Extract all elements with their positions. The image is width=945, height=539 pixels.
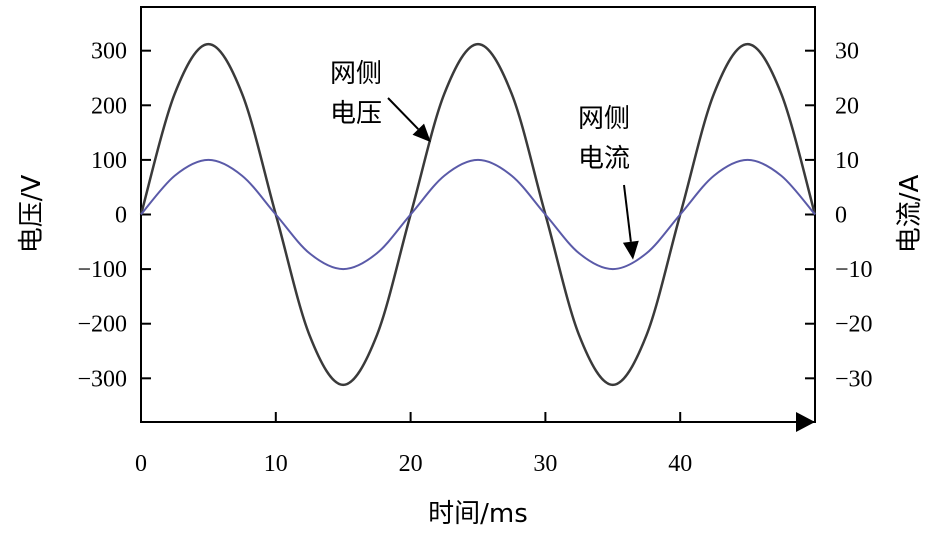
y-left-tick-label: −100 bbox=[77, 257, 127, 283]
y-axis-right-title: 电流/A bbox=[895, 175, 925, 254]
plot-frame bbox=[140, 6, 816, 423]
annotation-arrow-head-icon bbox=[622, 240, 639, 260]
current-series-line bbox=[140, 158, 816, 271]
y-left-tick-label: −300 bbox=[77, 366, 127, 392]
y-right-tick-label: −10 bbox=[835, 257, 873, 283]
voltage-series-line bbox=[139, 42, 817, 387]
x-axis-arrow-icon bbox=[796, 412, 815, 432]
x-tick-label: 20 bbox=[399, 451, 423, 477]
annotation-arrow-line bbox=[623, 184, 632, 242]
x-tick-label: 0 bbox=[135, 451, 147, 477]
annotation-arrow-head-icon bbox=[412, 123, 431, 143]
y-left-tick-label: −200 bbox=[77, 312, 127, 338]
annotation-label-line1: 网侧 bbox=[330, 59, 382, 89]
x-tick-label: 40 bbox=[668, 451, 692, 477]
y-left-tick-label: 100 bbox=[91, 148, 127, 174]
x-tick-label: 30 bbox=[533, 451, 557, 477]
annotation-label-line1: 网侧 bbox=[578, 104, 630, 134]
annotation-arrow-line bbox=[387, 97, 419, 130]
y-left-tick-label: 200 bbox=[91, 93, 127, 119]
y-right-tick-label: −30 bbox=[835, 366, 873, 392]
x-axis-title: 时间/ms bbox=[428, 499, 528, 529]
y-left-tick-label: 300 bbox=[91, 39, 127, 65]
x-tick-label: 10 bbox=[264, 451, 288, 477]
y-right-tick-label: 30 bbox=[835, 39, 859, 65]
y-left-tick-label: 0 bbox=[115, 203, 127, 229]
y-right-tick-label: 10 bbox=[835, 148, 859, 174]
y-axis-left-title: 电压/V bbox=[17, 175, 47, 254]
y-right-tick-label: 20 bbox=[835, 93, 859, 119]
annotation-label-line2: 电流 bbox=[578, 144, 630, 174]
y-right-tick-label: 0 bbox=[835, 203, 847, 229]
y-right-tick-label: −20 bbox=[835, 312, 873, 338]
annotation-label-line2: 电压 bbox=[330, 99, 382, 129]
